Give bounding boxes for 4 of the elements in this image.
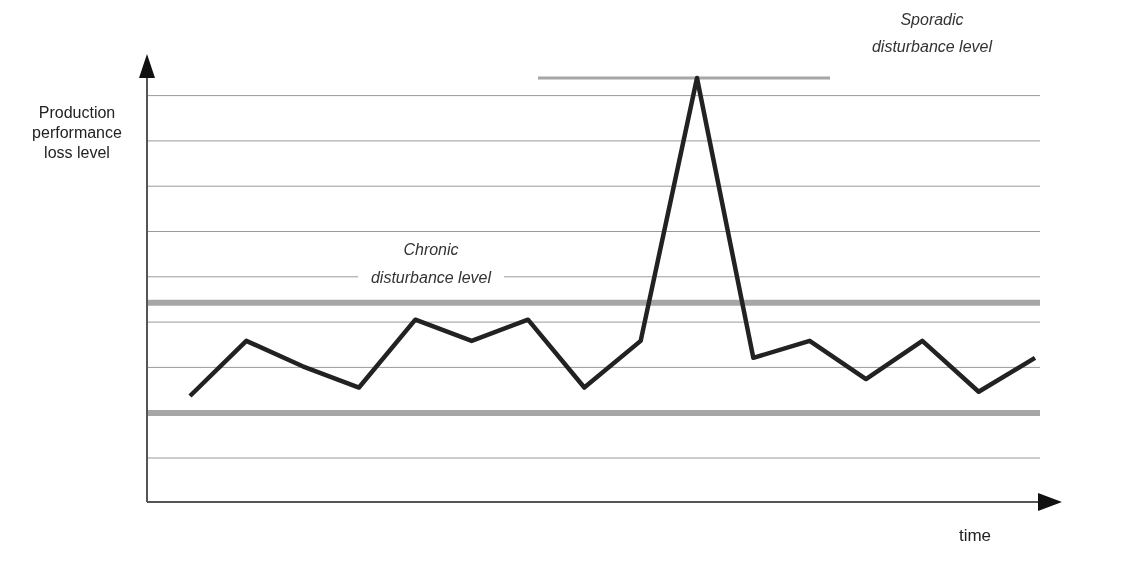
x-axis-title: time <box>958 526 992 545</box>
ref-line-label: Sporadic disturbance level <box>871 11 993 55</box>
ref-line-label: Chronic disturbance level <box>370 240 492 286</box>
y-axis-title: Production performance loss level <box>32 104 123 161</box>
